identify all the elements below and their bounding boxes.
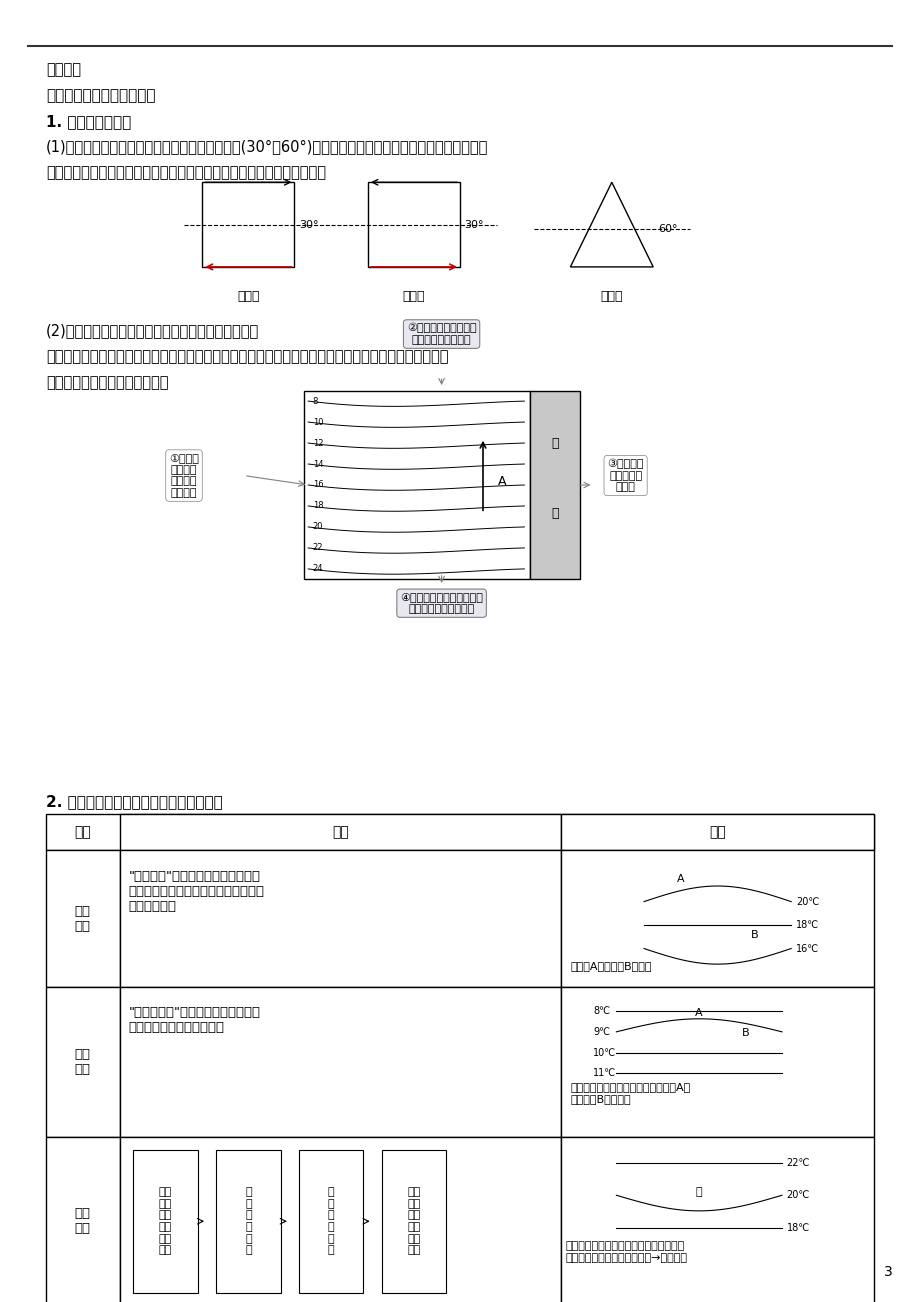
- Text: ②看等温线的弯曲状况
确定洋流性质和流向: ②看等温线的弯曲状况 确定洋流性质和流向: [406, 323, 476, 345]
- Text: 判
定
洋
流
性
质: 判 定 洋 流 性 质: [327, 1187, 335, 1255]
- Text: 60°: 60°: [657, 224, 676, 234]
- Bar: [216, 1150, 280, 1293]
- Bar: [119, 850, 561, 987]
- Text: 14: 14: [312, 460, 323, 469]
- Text: 30°: 30°: [464, 220, 483, 229]
- Text: 12: 12: [312, 439, 323, 448]
- Bar: [299, 1150, 363, 1293]
- Text: 10: 10: [312, 418, 323, 427]
- Bar: [119, 987, 561, 1137]
- Text: 30°: 30°: [299, 220, 318, 229]
- Bar: [46, 1137, 119, 1302]
- Text: B: B: [750, 930, 757, 940]
- Text: A: A: [497, 475, 506, 488]
- Text: 为冬季。: 为冬季。: [46, 62, 81, 78]
- Bar: [119, 814, 561, 850]
- Text: (2)依据海水等温线数值在南北方向上的递变规律判断: (2)依据海水等温线数值在南北方向上的递变规律判断: [46, 323, 259, 339]
- Text: 2. 根据等温线判定洋流性质、流向及名称: 2. 根据等温线判定洋流性质、流向及名称: [46, 794, 222, 810]
- Text: 20℃: 20℃: [795, 897, 818, 906]
- Text: 内容: 内容: [74, 825, 91, 838]
- Text: (1)常用纬度与环流方向判定：第一步：根据纬度(30°或60°)确定海区（副热带或副极地海区）；第二步：: (1)常用纬度与环流方向判定：第一步：根据纬度(30°或60°)确定海区（副热带…: [46, 139, 488, 155]
- Text: 20℃: 20℃: [786, 1190, 809, 1200]
- Text: 该图若为大西洋某区域年等温线分布图，
洋流甲的推理过程是：南半球→中低纬海: 该图若为大西洋某区域年等温线分布图， 洋流甲的推理过程是：南半球→中低纬海: [565, 1241, 687, 1263]
- Text: 16: 16: [312, 480, 323, 490]
- Text: 24: 24: [312, 564, 323, 573]
- Text: 3: 3: [882, 1264, 891, 1279]
- Text: 9℃: 9℃: [593, 1027, 610, 1036]
- Text: 10℃: 10℃: [593, 1048, 616, 1057]
- Text: 判判
定定
南纬
北度
半球
位置: 判判 定定 南纬 北度 半球 位置: [159, 1187, 172, 1255]
- Text: 大: 大: [550, 437, 558, 450]
- Text: 18℃: 18℃: [795, 921, 818, 930]
- Text: 方法: 方法: [332, 825, 348, 838]
- Text: 判确
定定
洋洋
流流
名性
称质: 判确 定定 洋洋 流流 名性 称质: [407, 1187, 420, 1255]
- Text: 22℃: 22℃: [786, 1157, 810, 1168]
- Text: 图示: 图示: [709, 825, 725, 838]
- Text: "凸向即流向"即洋流流经海区等温线
凸出的方向即为洋流的流向: "凸向即流向"即洋流流经海区等温线 凸出的方向即为洋流的流向: [129, 1006, 260, 1035]
- Bar: [529, 391, 579, 579]
- Bar: [133, 1150, 198, 1293]
- Bar: [381, 1150, 446, 1293]
- Text: B: B: [741, 1027, 748, 1038]
- Text: 北半球: 北半球: [600, 290, 622, 303]
- Bar: [119, 1137, 561, 1302]
- Text: "暖高寒低"即暖流流经海区的等温线
凸向高纬海区，寒流流经海区的等温线
凸向低纬海区: "暖高寒低"即暖流流经海区的等温线 凸向高纬海区，寒流流经海区的等温线 凸向低纬…: [129, 870, 265, 913]
- Text: 甲: 甲: [695, 1187, 702, 1198]
- Text: 如图，A是暖流，B是寒流: 如图，A是暖流，B是寒流: [570, 961, 652, 971]
- Bar: [561, 987, 873, 1137]
- Text: 1. 判定南、北半球: 1. 判定南、北半球: [46, 115, 131, 130]
- Text: 确定
流向: 确定 流向: [74, 1048, 91, 1075]
- Text: 16℃: 16℃: [795, 944, 818, 953]
- Text: 20: 20: [312, 522, 323, 531]
- Text: 南半球: 南半球: [403, 290, 425, 303]
- Bar: [46, 814, 873, 850]
- Text: 18: 18: [312, 501, 323, 510]
- Text: 南半球。如图，为北半球海域。: 南半球。如图，为北半球海域。: [46, 375, 168, 391]
- Text: 22: 22: [312, 543, 323, 552]
- Bar: [561, 850, 873, 987]
- Text: 8℃: 8℃: [593, 1006, 610, 1016]
- Text: A: A: [695, 1008, 702, 1018]
- Bar: [46, 850, 119, 987]
- Bar: [561, 1137, 873, 1302]
- Text: ①看等温
线的数值
变化确定
南北半球: ①看等温 线的数值 变化确定 南北半球: [169, 453, 199, 497]
- Text: 若海水等温线的数值自北向南递增，则该海域在北半球；若海水等温线的数值自北向南递减，则该海域在: 若海水等温线的数值自北向南递增，则该海域在北半球；若海水等温线的数值自北向南递减…: [46, 349, 448, 365]
- Text: 判读
性质: 判读 性质: [74, 905, 91, 932]
- Bar: [46, 987, 119, 1137]
- Text: 8: 8: [312, 397, 318, 406]
- Text: A: A: [676, 874, 684, 884]
- Text: 陆: 陆: [550, 506, 558, 519]
- Text: 三、世界洋流分布图的判读: 三、世界洋流分布图的判读: [46, 89, 155, 104]
- Text: 根据南北半球确定洋流方向（顺、逆）；第三步：套用表层洋流分布图。: 根据南北半球确定洋流方向（顺、逆）；第三步：套用表层洋流分布图。: [46, 165, 325, 181]
- Bar: [303, 391, 529, 579]
- Text: ③根据海陆
位置确定洋
流名称: ③根据海陆 位置确定洋 流名称: [607, 458, 643, 492]
- Text: 北半球: 北半球: [237, 290, 259, 303]
- Text: 11℃: 11℃: [593, 1069, 616, 1078]
- Text: ④根据洋流流向、性质等分
析其对地理环境的影响: ④根据洋流流向、性质等分 析其对地理环境的影响: [400, 592, 482, 615]
- Text: 18℃: 18℃: [786, 1223, 809, 1233]
- Bar: [561, 814, 873, 850]
- Text: 该图为海洋局部等温线分布状况，则A处
是暖流，B处是寒流: 该图为海洋局部等温线分布状况，则A处 是暖流，B处是寒流: [570, 1082, 690, 1104]
- Text: 判
定
洋
流
流
向: 判 定 洋 流 流 向: [244, 1187, 252, 1255]
- Text: 判断
名称: 判断 名称: [74, 1207, 91, 1236]
